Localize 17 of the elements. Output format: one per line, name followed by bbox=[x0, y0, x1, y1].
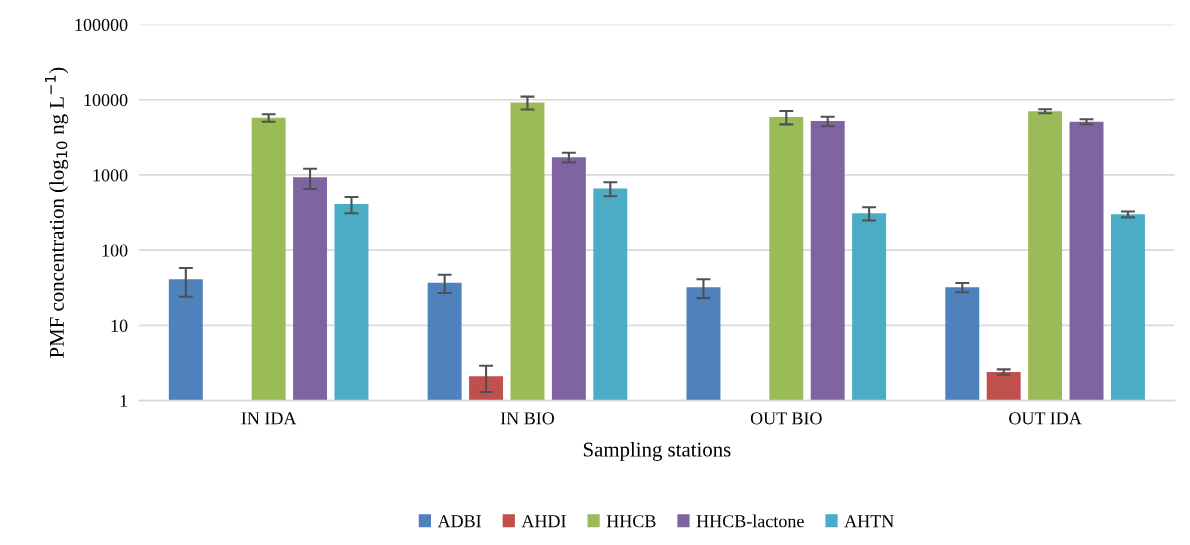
y-tick-label: 1 bbox=[120, 394, 128, 407]
y-tick-label: 1000 bbox=[93, 169, 128, 182]
y-tick-label: 100000 bbox=[75, 18, 128, 31]
legend-label: HHCB bbox=[606, 515, 656, 528]
x-axis-title: Sampling stations bbox=[583, 441, 731, 461]
y-tick-label: 10 bbox=[111, 319, 128, 332]
legend-label: ADBI bbox=[437, 515, 482, 528]
legend-label: HHCB-lactone bbox=[696, 514, 804, 528]
y-axis-title: PMF concentration (log$_{10}$ ng L$^{−1}$) bbox=[45, 67, 69, 358]
x-tick-label: OUT BIO bbox=[750, 412, 822, 425]
x-tick-label: IN IDA bbox=[241, 412, 297, 425]
legend-label: AHDI bbox=[521, 515, 566, 528]
y-tick-label: 100 bbox=[102, 244, 128, 257]
x-tick-label: IN BIO bbox=[500, 412, 555, 425]
x-tick-label: OUT IDA bbox=[1009, 412, 1082, 425]
legend-label: AHTN bbox=[844, 515, 894, 528]
y-tick-label: 10000 bbox=[84, 93, 128, 107]
